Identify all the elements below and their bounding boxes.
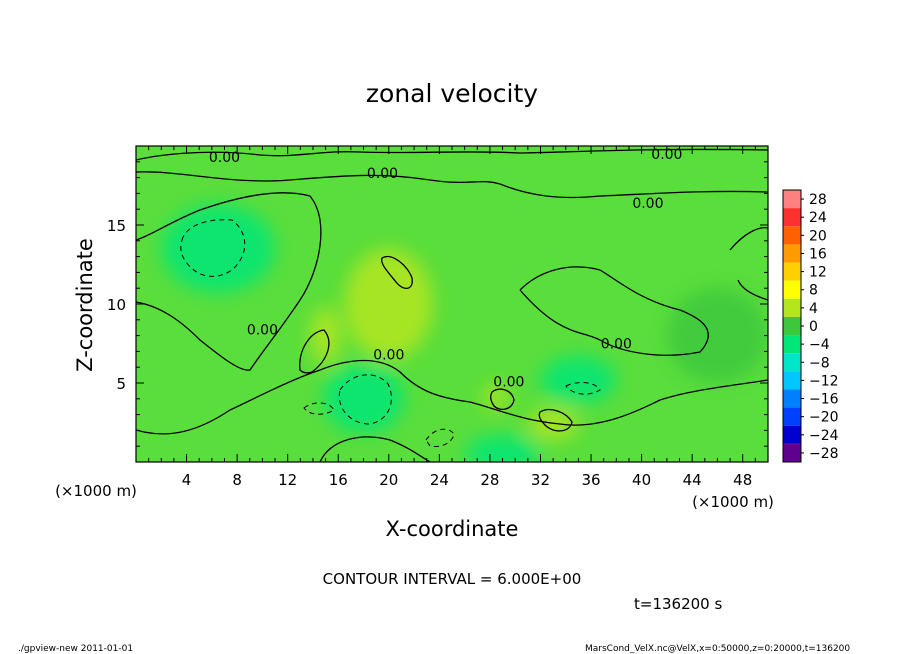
colorbar-swatch: [783, 298, 801, 317]
contour-label-6: 0.00: [601, 337, 632, 353]
contour-neg-3: [425, 428, 455, 447]
colorbar-label: −28: [809, 446, 839, 462]
colorbar-swatch: [783, 389, 801, 408]
field-blob-8: [666, 288, 768, 383]
x-unit-label-right: (×1000 m): [692, 493, 774, 511]
colorbar-swatch: [783, 244, 801, 263]
field-blob-2: [464, 435, 541, 462]
x-axis: 4 8 12 16 20 24 28 32 36 40 44 48: [148, 146, 756, 489]
colorbar-swatch: [783, 280, 801, 299]
x-tick-label: 20: [379, 471, 398, 489]
x-tick-label: 8: [232, 471, 242, 489]
colorbar-label: 28: [809, 192, 827, 208]
x-unit-label-left: (×1000 m): [55, 482, 137, 500]
colorbar-label: 16: [809, 246, 827, 262]
colorbar-label: −4: [809, 337, 830, 353]
colorbar-label: 0: [809, 319, 818, 335]
time-label: t=136200 s: [634, 595, 722, 613]
colorbar-label: −24: [809, 428, 839, 444]
colorbar: 28 24 20 16 12 8 4 0 −4 −8 −12 −16 −20 −24 −28: [782, 189, 839, 463]
contour-label-7: 0.00: [651, 147, 682, 163]
field-blob-0: [161, 204, 276, 293]
zero-contours: [136, 148, 768, 462]
colorbar-label: 4: [809, 301, 818, 317]
contour-line-blob1: [299, 329, 330, 374]
contour-label-0: 0.00: [209, 150, 240, 166]
field-blob-5: [527, 408, 579, 440]
field-blob-7: [310, 307, 341, 365]
footer-left: ./gpview-new 2011-01-01: [18, 644, 133, 654]
contour-interval-text: CONTOUR INTERVAL = 6.000E+00: [323, 570, 582, 588]
contour-line-top2: [136, 171, 768, 199]
contour-label-5: 0.00: [493, 374, 524, 390]
contour-line-blob2: [381, 255, 413, 289]
x-axis-label: X-coordinate: [386, 517, 519, 541]
contour-line-blob3: [538, 408, 573, 432]
footer-right: MarsCond_VelX.nc@VelX,x=0:50000,z=0:2000…: [585, 644, 850, 654]
x-tick-label: 32: [531, 471, 550, 489]
x-tick-label: 40: [632, 471, 651, 489]
colorbar-swatch: [783, 407, 801, 426]
colorbar-label: 20: [809, 228, 827, 244]
colorbar-swatch: [783, 262, 801, 281]
x-tick-label: 28: [480, 471, 499, 489]
field-blob-3: [540, 356, 617, 404]
x-tick-label: 12: [278, 471, 297, 489]
x-tick-label: 16: [329, 471, 348, 489]
colorbar-label: 12: [809, 265, 827, 281]
field-blob-4: [344, 248, 434, 360]
y-tick-label: 10: [107, 296, 126, 314]
colorbar-swatch: [783, 371, 801, 390]
contour-neg-5: [565, 382, 601, 395]
colorbar-swatch: [783, 425, 801, 444]
colorbar-swatch: [783, 443, 801, 462]
colorbar-swatch: [783, 208, 801, 227]
colorbar-swatch: [783, 335, 801, 354]
x-tick-label: 44: [683, 471, 702, 489]
negative-contours: [180, 219, 601, 447]
y-axis-label: Z-coordinate: [73, 238, 97, 372]
contour-line-right: [519, 266, 709, 356]
y-tick-label: 15: [107, 217, 126, 235]
contour-line-mid: [136, 359, 768, 435]
colorbar-label: −8: [809, 355, 830, 371]
contour-line-left: [136, 192, 322, 371]
field-background: [136, 146, 768, 462]
contour-line-blob4: [490, 388, 515, 411]
colorbar-label: 8: [809, 283, 818, 299]
colorbar-label: −16: [809, 392, 839, 408]
colorbar-label: −20: [809, 410, 839, 426]
contour-line-top1: [136, 148, 768, 161]
y-axis: 5 10 15: [107, 161, 768, 447]
colorbar-label: 24: [809, 210, 827, 226]
chart-title: zonal velocity: [366, 79, 538, 108]
field-blob-6: [483, 384, 509, 410]
colorbar-swatch: [783, 190, 801, 209]
field-blob-1: [323, 364, 404, 434]
contour-label-2: 0.00: [632, 196, 663, 212]
contour-line-rightedge: [729, 226, 768, 301]
x-tick-label: 4: [182, 471, 192, 489]
field-area: 0.00 0.00 0.00 0.00 0.00 0.00 0.00 0.00: [136, 146, 768, 462]
contour-line-lower: [319, 436, 431, 462]
x-tick-label: 48: [733, 471, 752, 489]
y-tick-label: 5: [116, 375, 126, 393]
contour-neg-1: [180, 219, 246, 277]
colorbar-swatch: [783, 226, 801, 245]
contour-label-1: 0.00: [367, 166, 398, 182]
contour-neg-2: [338, 374, 392, 425]
colorbar-swatch: [783, 353, 801, 372]
contour-label-3: 0.00: [247, 322, 278, 338]
colorbar-swatch: [783, 316, 801, 336]
contour-neg-4: [303, 402, 335, 415]
colorbar-label: −12: [809, 373, 839, 389]
x-tick-label: 24: [430, 471, 449, 489]
x-tick-label: 36: [581, 471, 600, 489]
contour-label-4: 0.00: [373, 348, 404, 364]
